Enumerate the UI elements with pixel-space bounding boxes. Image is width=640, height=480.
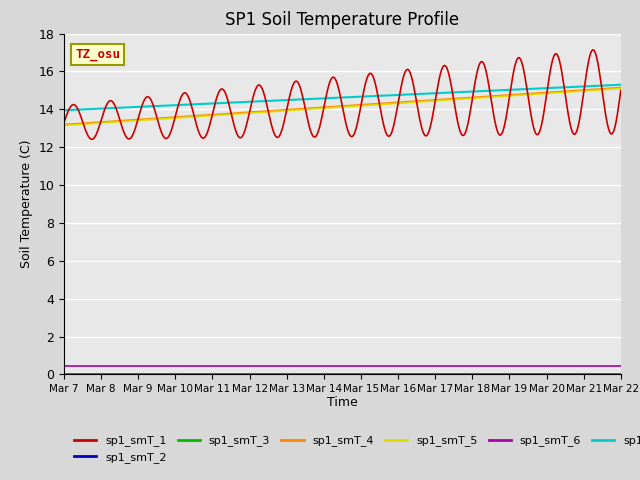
- sp1_smT_3: [60, 371, 68, 377]
- sp1_smT_2: [328, 372, 335, 377]
- sp1_smT_4: [362, 102, 369, 108]
- sp1_smT_3: [617, 371, 625, 377]
- sp1_smT_7: [516, 86, 524, 92]
- sp1_smT_1: [617, 87, 625, 93]
- sp1_smT_6: [617, 363, 625, 369]
- Line: sp1_smT_1: sp1_smT_1: [64, 50, 621, 139]
- Legend: sp1_smT_1, sp1_smT_2, sp1_smT_3, sp1_smT_4, sp1_smT_5, sp1_smT_6, sp1_smT_7: sp1_smT_1, sp1_smT_2, sp1_smT_3, sp1_smT…: [70, 431, 640, 468]
- sp1_smT_5: [60, 122, 68, 128]
- sp1_smT_6: [392, 363, 399, 369]
- sp1_smT_5: [604, 86, 611, 92]
- sp1_smT_3: [324, 371, 332, 377]
- sp1_smT_2: [60, 372, 68, 377]
- sp1_smT_7: [328, 95, 335, 101]
- sp1_smT_5: [362, 103, 369, 108]
- sp1_smT_4: [392, 100, 399, 106]
- sp1_smT_3: [516, 371, 524, 377]
- sp1_smT_6: [60, 363, 68, 369]
- sp1_smT_6: [516, 363, 524, 369]
- sp1_smT_1: [362, 77, 370, 83]
- sp1_smT_5: [516, 92, 524, 98]
- sp1_smT_1: [326, 80, 333, 85]
- sp1_smT_2: [617, 372, 625, 377]
- sp1_smT_1: [589, 47, 596, 53]
- sp1_smT_4: [516, 91, 524, 97]
- sp1_smT_1: [329, 74, 337, 80]
- sp1_smT_3: [362, 371, 369, 377]
- sp1_smT_2: [362, 372, 369, 377]
- Y-axis label: Soil Temperature (C): Soil Temperature (C): [20, 140, 33, 268]
- sp1_smT_2: [324, 372, 332, 377]
- sp1_smT_7: [362, 94, 369, 99]
- sp1_smT_6: [362, 363, 369, 369]
- X-axis label: Time: Time: [327, 396, 358, 408]
- sp1_smT_6: [328, 363, 335, 369]
- sp1_smT_1: [518, 59, 525, 64]
- sp1_smT_3: [604, 371, 611, 377]
- sp1_smT_2: [604, 372, 611, 377]
- sp1_smT_5: [324, 105, 332, 111]
- Line: sp1_smT_5: sp1_smT_5: [64, 88, 621, 125]
- sp1_smT_5: [328, 105, 335, 110]
- sp1_smT_2: [392, 372, 399, 377]
- sp1_smT_6: [604, 363, 611, 369]
- sp1_smT_4: [60, 121, 68, 127]
- sp1_smT_1: [606, 129, 614, 135]
- sp1_smT_7: [392, 92, 399, 98]
- sp1_smT_6: [324, 363, 332, 369]
- sp1_smT_4: [617, 84, 625, 90]
- sp1_smT_1: [88, 136, 96, 142]
- Line: sp1_smT_7: sp1_smT_7: [64, 84, 621, 110]
- sp1_smT_4: [328, 104, 335, 109]
- sp1_smT_7: [60, 108, 68, 113]
- sp1_smT_7: [617, 82, 625, 87]
- sp1_smT_1: [393, 109, 401, 115]
- sp1_smT_2: [516, 372, 524, 377]
- Text: TZ_osu: TZ_osu: [75, 48, 120, 61]
- sp1_smT_1: [60, 120, 68, 125]
- sp1_smT_4: [604, 85, 611, 91]
- sp1_smT_5: [392, 101, 399, 107]
- sp1_smT_4: [324, 104, 332, 110]
- sp1_smT_7: [324, 95, 332, 101]
- sp1_smT_7: [604, 83, 611, 88]
- sp1_smT_3: [328, 371, 335, 377]
- sp1_smT_5: [617, 85, 625, 91]
- Line: sp1_smT_4: sp1_smT_4: [64, 87, 621, 124]
- Title: SP1 Soil Temperature Profile: SP1 Soil Temperature Profile: [225, 11, 460, 29]
- sp1_smT_3: [392, 371, 399, 377]
